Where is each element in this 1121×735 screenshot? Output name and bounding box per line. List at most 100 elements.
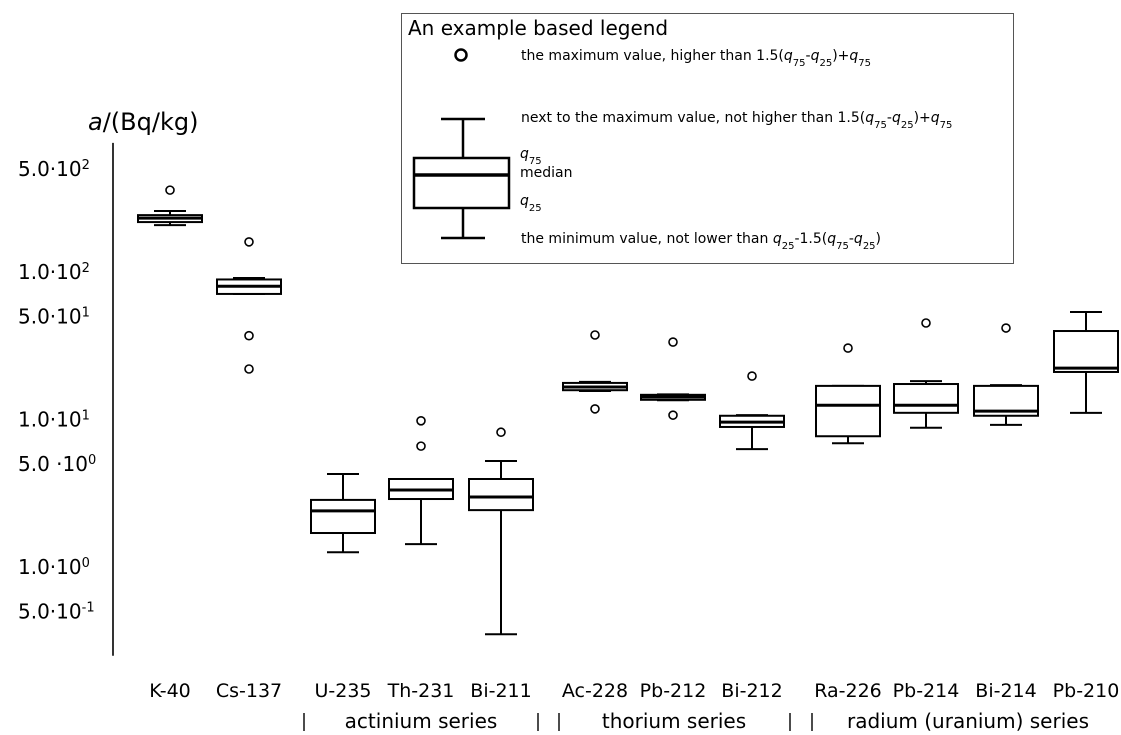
box-iqr <box>1053 330 1119 373</box>
category-label: K-40 <box>149 680 191 702</box>
outlier-point <box>416 415 426 426</box>
category-label: Th-231 <box>387 680 455 702</box>
legend-text-segment: the maximum value, higher than 1.5( <box>521 48 784 64</box>
legend-text-segment: 75 <box>793 58 806 69</box>
category-label: Ac-228 <box>562 680 628 702</box>
y-tick-label: 5.0 ·100 <box>18 452 96 476</box>
category-label: Ra-226 <box>814 680 882 702</box>
box-group <box>310 473 376 554</box>
legend-text-segment: q <box>931 110 940 126</box>
y-tick-label: 1.0·102 <box>18 260 90 284</box>
box-group <box>388 415 454 546</box>
legend-text-segment: 75 <box>529 156 542 167</box>
legend-text-segment: 25 <box>901 120 914 131</box>
outlier-point <box>747 371 757 381</box>
series-group-label: thorium series <box>602 709 746 733</box>
legend-text-segment: q <box>784 48 793 64</box>
box-group <box>973 323 1039 426</box>
legend-text-segment: q <box>811 48 820 64</box>
legend-text-segment: 75 <box>836 241 849 252</box>
legend-text-segment: ) <box>876 231 881 247</box>
y-tick-exponent: 2 <box>82 157 90 172</box>
outlier-point <box>668 410 678 420</box>
legend-item-text: the minimum value, not lower than q25-1.… <box>521 231 881 252</box>
legend-text-segment: q <box>854 231 863 247</box>
y-tick-label: 5.0·102 <box>18 157 90 181</box>
box-group <box>719 371 785 451</box>
box-iqr <box>310 498 376 535</box>
outlier-point <box>496 427 506 438</box>
legend-text-segment: q <box>865 110 874 126</box>
box-group <box>137 185 203 227</box>
legend-text-segment: 25 <box>819 58 832 69</box>
y-axis-label-unit: /(Bq/kg) <box>103 108 199 136</box>
outlier-point <box>244 237 254 247</box>
legend-text-segment: )+ <box>832 48 849 64</box>
category-label: Pb-214 <box>893 680 960 702</box>
category-label: Cs-137 <box>216 680 282 702</box>
y-tick-exponent: 0 <box>88 452 96 467</box>
legend-text-segment: q <box>520 146 529 162</box>
y-tick-mantissa: 5.0·10 <box>18 304 82 328</box>
box-group <box>468 427 534 636</box>
legend-item-text: next to the maximum value, not higher th… <box>521 110 952 131</box>
y-tick-mantissa: 1.0·10 <box>18 260 82 284</box>
legend-text-segment: -1.5( <box>794 231 827 247</box>
category-label: Bi-211 <box>470 680 531 702</box>
y-tick-exponent: -1 <box>82 600 95 615</box>
y-tick-mantissa: 5.0·10 <box>18 157 82 181</box>
legend-text-segment: - <box>887 110 892 126</box>
legend-text-segment: q <box>773 231 782 247</box>
y-tick-label: 5.0·101 <box>18 304 90 328</box>
legend-text-segment: 25 <box>529 203 542 214</box>
y-tick-exponent: 1 <box>82 408 90 423</box>
legend-outlier-marker <box>454 48 468 62</box>
category-label: U-235 <box>314 680 371 702</box>
outlier-point <box>921 318 931 328</box>
legend-text-segment: 75 <box>940 120 953 131</box>
legend-title: An example based legend <box>408 16 668 40</box>
legend-text-segment: 75 <box>874 120 887 131</box>
box-group <box>815 343 881 445</box>
y-tick-exponent: 2 <box>82 261 90 276</box>
series-group-label: actinium series <box>345 709 498 733</box>
box-iqr <box>468 478 534 512</box>
legend-text-segment: q <box>520 193 529 209</box>
box-group <box>216 237 282 374</box>
legend-box <box>412 156 511 210</box>
y-tick-mantissa: 5.0 ·10 <box>18 452 88 476</box>
legend-text-segment: - <box>806 48 811 64</box>
box-iqr <box>893 383 959 414</box>
legend-frame <box>401 13 1014 264</box>
outlier-point <box>843 343 853 353</box>
legend-text-segment: next to the maximum value, not higher th… <box>521 110 865 126</box>
legend-text-segment: 25 <box>863 241 876 252</box>
y-tick-mantissa: 5.0·10 <box>18 599 82 623</box>
legend-item-text: q25 <box>520 193 542 214</box>
legend-text-segment: 25 <box>782 241 795 252</box>
y-axis-label: a/(Bq/kg) <box>88 108 198 136</box>
outlier-point <box>668 337 678 347</box>
y-tick-label: 5.0·10-1 <box>18 599 95 623</box>
box-group <box>893 318 959 429</box>
outlier-point <box>244 364 254 374</box>
box-group <box>562 330 628 414</box>
y-tick-label: 1.0·100 <box>18 555 90 579</box>
outlier-point <box>244 330 254 341</box>
legend-text-segment: median <box>520 165 572 181</box>
outlier-point <box>1001 323 1011 333</box>
y-tick-exponent: 0 <box>82 556 90 571</box>
category-label: Bi-214 <box>975 680 1036 702</box>
outlier-point <box>590 330 600 340</box>
outlier-point <box>590 404 600 414</box>
legend-text-segment: q <box>827 231 836 247</box>
series-group-label: radium (uranium) series <box>847 709 1089 733</box>
y-tick-label: 1.0·101 <box>18 408 90 432</box>
legend-item-text: median <box>520 165 572 181</box>
legend-text-segment: )+ <box>914 110 931 126</box>
y-tick-mantissa: 1.0·10 <box>18 408 82 432</box>
y-axis-label-variable: a <box>88 108 103 136</box>
legend-text-segment: - <box>849 231 854 247</box>
legend-text-segment: q <box>892 110 901 126</box>
